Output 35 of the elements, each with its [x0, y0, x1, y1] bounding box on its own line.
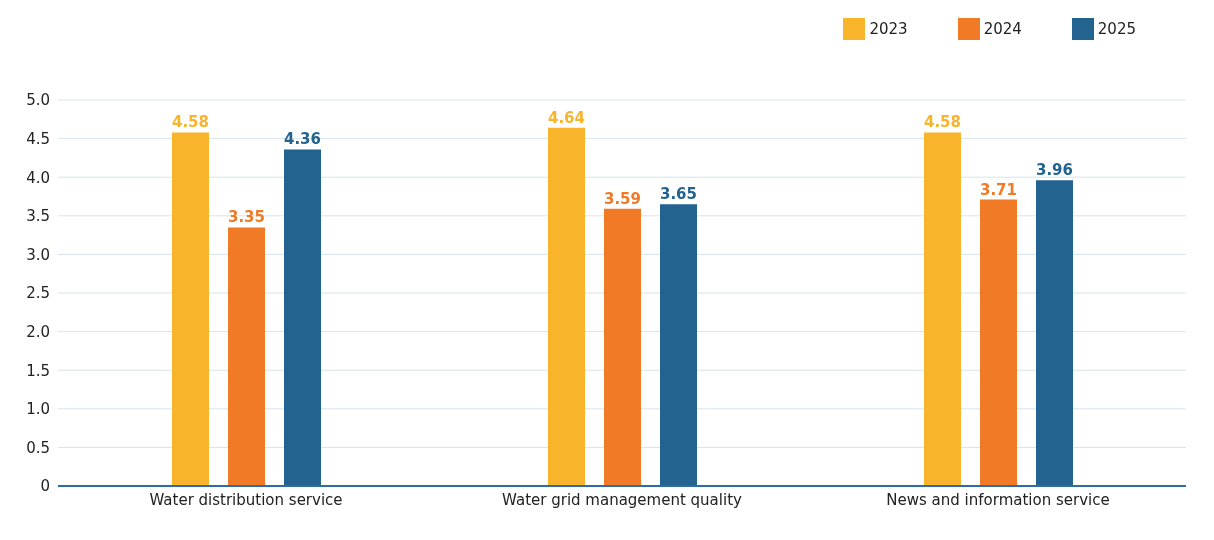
bar [228, 227, 265, 486]
bar [284, 149, 321, 486]
y-tick-label: 5.0 [26, 91, 50, 110]
bar [548, 127, 585, 486]
data-label: 4.58 [171, 113, 210, 132]
data-label: 4.64 [547, 108, 586, 127]
y-tick-label: 2.0 [26, 322, 50, 341]
x-tick-label: News and information service [886, 490, 1110, 509]
legend-label: 2023 [869, 19, 908, 38]
data-label: 3.35 [227, 208, 266, 227]
data-label: 3.65 [659, 185, 698, 204]
data-label: 3.59 [603, 189, 642, 208]
legend-label: 2024 [983, 19, 1022, 38]
bar [980, 199, 1017, 486]
data-label: 3.71 [979, 180, 1018, 199]
y-tick-label: 3.5 [26, 207, 50, 226]
bar [660, 204, 697, 486]
y-tick-label: 4.5 [26, 129, 50, 148]
y-tick-label: 0.5 [26, 438, 50, 457]
bar [1036, 180, 1073, 486]
y-tick-label: 1.0 [26, 400, 50, 419]
bar [924, 132, 961, 486]
bar [604, 208, 641, 486]
y-tick-label: 4.0 [26, 168, 50, 187]
bar [172, 132, 209, 486]
data-label: 4.36 [283, 130, 322, 149]
y-tick-label: 1.5 [26, 361, 50, 380]
y-tick-label: 0 [40, 477, 50, 496]
y-tick-label: 2.5 [26, 284, 50, 303]
x-tick-label: Water grid management quality [502, 490, 743, 509]
y-tick-label: 3.0 [26, 245, 50, 264]
data-label: 4.58 [923, 113, 962, 132]
data-label: 3.96 [1035, 161, 1074, 180]
legend-label: 2025 [1097, 19, 1136, 38]
x-tick-label: Water distribution service [149, 490, 343, 509]
